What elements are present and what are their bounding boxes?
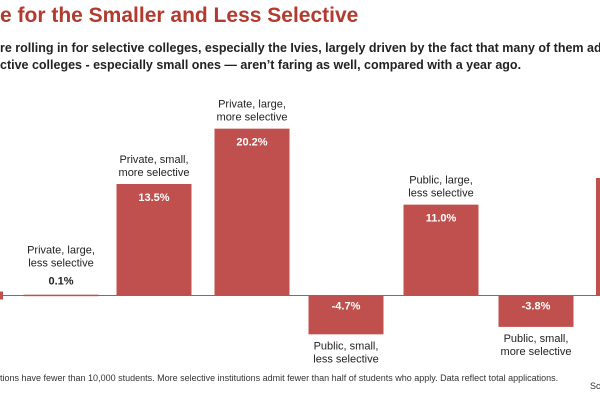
category-label-2: Private, small, more selective (119, 154, 190, 179)
category-label-line: Private, large, (218, 99, 286, 111)
bar-value-label-4: -4.7% (332, 301, 361, 313)
chart-subtitle: re rolling in for selective colleges, es… (0, 40, 600, 74)
bar-2 (116, 183, 192, 296)
chart-title: e for the Smaller and Less Selective (0, 4, 359, 27)
category-label-line: Public, small, (504, 333, 569, 345)
category-label-line: less selective (28, 258, 93, 270)
bar-value-label-3: 20.2% (236, 137, 267, 149)
bar-5 (403, 204, 479, 296)
category-label-line: less selective (313, 353, 378, 365)
category-label-line: more selective (119, 167, 190, 179)
category-label-5: Public, large, less selective (408, 175, 473, 200)
category-label-1: Private, large, less selective (27, 245, 95, 270)
bar-value-label-1: 0.1% (48, 276, 73, 288)
category-label-3: Private, large, more selective (217, 99, 288, 124)
bar-6 (498, 295, 574, 327)
bar-value-label-6: -3.8% (522, 301, 551, 313)
category-label-line: Private, small, (119, 154, 188, 166)
category-label-line: Public, small, (314, 340, 379, 352)
bar-4 (308, 295, 384, 335)
category-label-line: Public, large, (409, 175, 473, 187)
subtitle-line-2: ctive colleges - especially small ones —… (0, 58, 522, 72)
category-label-4: Public, small, less selective (313, 340, 378, 365)
subtitle-line-1: re rolling in for selective colleges, es… (0, 41, 600, 55)
category-label-line: less selective (408, 188, 473, 200)
category-label-line: more selective (501, 346, 572, 358)
category-label-line: Private, large, (27, 245, 95, 257)
category-label-line: more selective (217, 112, 288, 124)
bar-value-label-2: 13.5% (138, 192, 169, 204)
bar-partial-right (596, 178, 600, 296)
bar-value-label-5: 11.0% (426, 213, 457, 225)
bar-partial-left (0, 291, 3, 300)
source-credit: Sc (590, 381, 600, 391)
bar-3 (214, 128, 290, 296)
category-label-6: Public, small, more selective (501, 333, 572, 358)
chart-footnote: tions have fewer than 10,000 students. M… (0, 373, 559, 383)
bar-1 (23, 294, 99, 297)
